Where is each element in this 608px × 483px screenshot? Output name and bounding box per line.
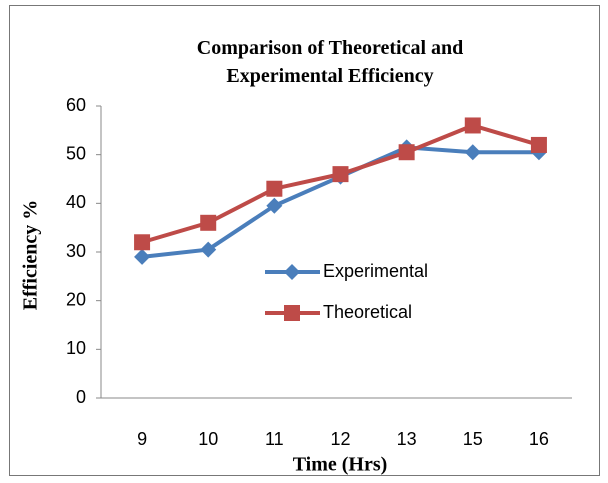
marker <box>464 144 481 161</box>
y-tick-label: 50 <box>66 143 86 163</box>
legend-label: Experimental <box>323 261 428 281</box>
x-tick-label: 15 <box>463 429 483 449</box>
marker <box>398 144 415 161</box>
marker <box>266 180 283 197</box>
marker <box>134 248 151 265</box>
legend-label: Theoretical <box>323 302 412 322</box>
legend-marker <box>284 264 300 280</box>
y-tick-label: 30 <box>66 241 86 261</box>
y-tick-label: 0 <box>76 387 86 407</box>
x-tick-label: 16 <box>529 429 549 449</box>
x-axis-label: Time (Hrs) <box>293 454 388 476</box>
marker <box>200 214 217 231</box>
marker <box>266 197 283 214</box>
y-tick-label: 10 <box>66 338 86 358</box>
x-tick-label: 9 <box>137 429 147 449</box>
chart-border <box>9 5 600 476</box>
legend-marker <box>284 305 300 321</box>
chart-title: Comparison of Theoretical and Experiment… <box>196 37 464 87</box>
marker <box>332 166 349 183</box>
x-tick-label: 13 <box>397 429 417 449</box>
marker <box>134 234 151 251</box>
y-tick-label: 20 <box>66 289 86 309</box>
x-tick-label: 11 <box>265 429 284 449</box>
x-tick-label: 12 <box>330 429 350 449</box>
x-tick-label: 10 <box>198 429 218 449</box>
y-tick-label: 40 <box>66 192 86 212</box>
marker <box>464 117 481 134</box>
series-line <box>141 145 539 259</box>
marker <box>200 241 217 258</box>
y-tick-label: 60 <box>66 95 86 115</box>
y-axis-label: Efficiency % <box>20 200 42 311</box>
marker <box>530 136 547 153</box>
